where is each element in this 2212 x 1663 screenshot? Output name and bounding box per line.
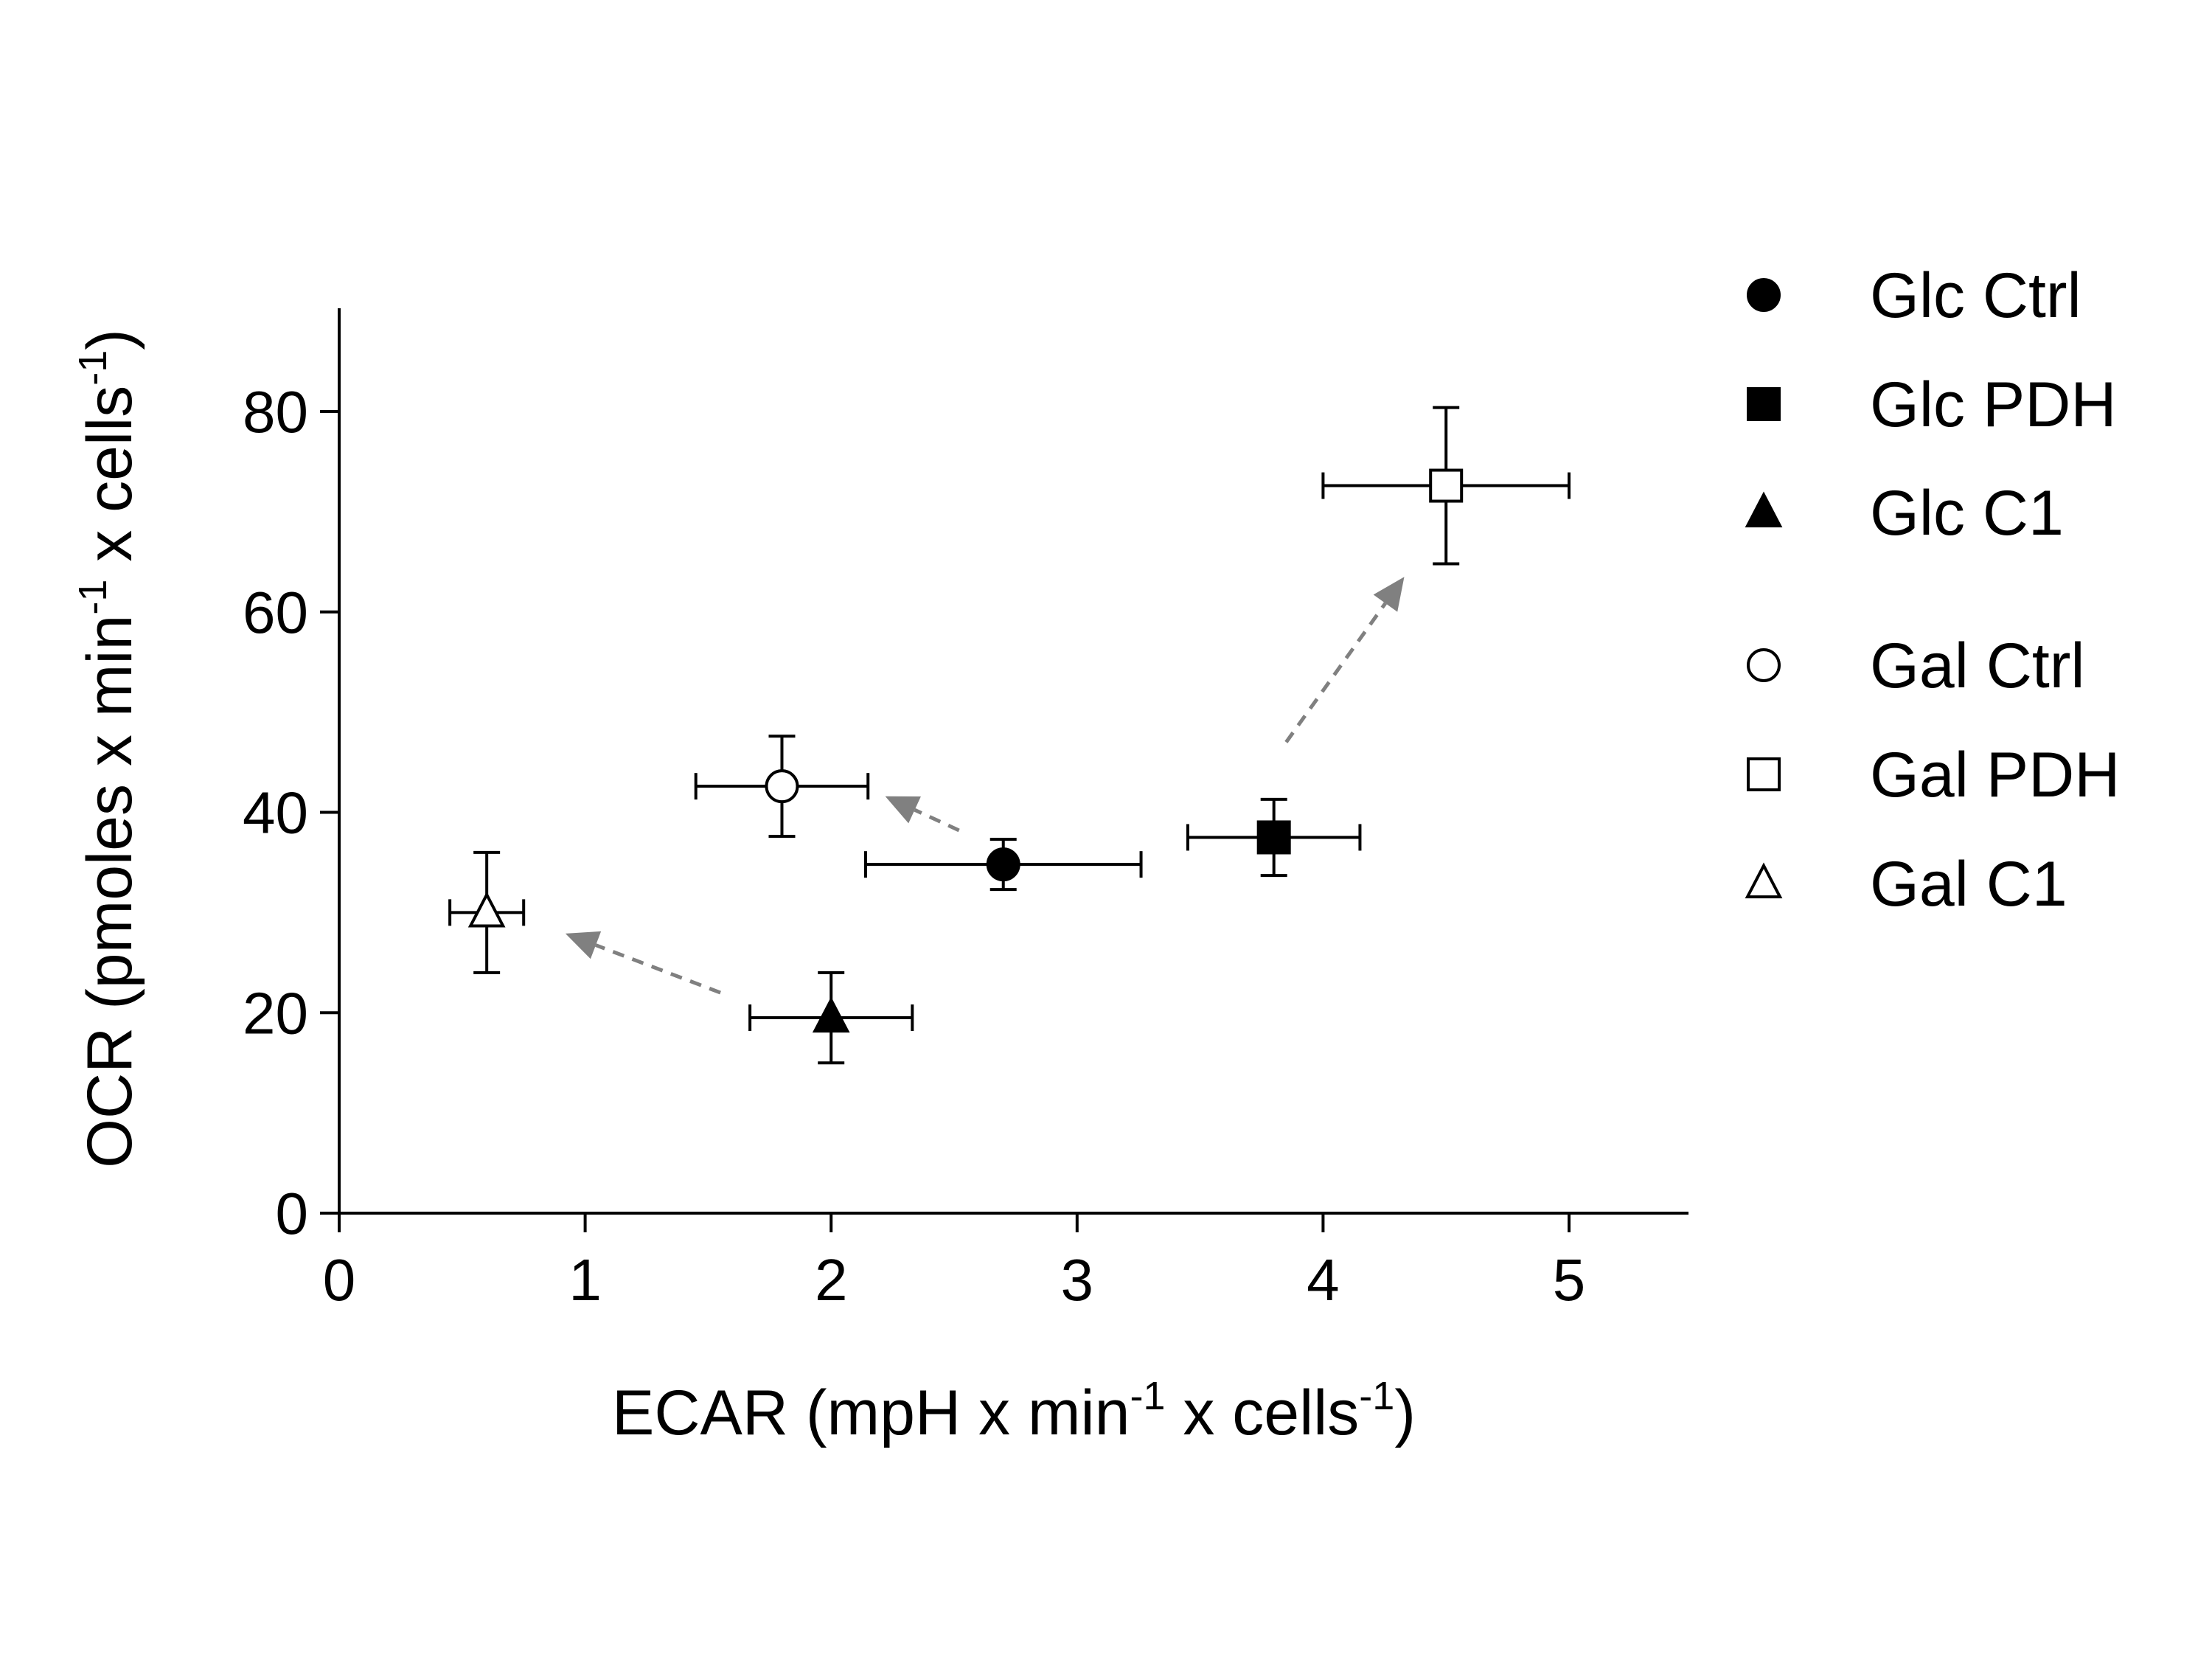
y-axis-label: OCR (pmoles x min-1 x cells-1) [71,329,145,1168]
y-axis-label-end: ) [74,329,145,350]
legend-marker [1747,757,1781,791]
data-point-gal-c1 [448,850,526,974]
trend-arrow-line [914,808,960,833]
trend-arrow-head [885,796,921,824]
data-points [448,406,1571,1065]
legend-marker [1745,862,1783,899]
legend: Glc Ctrl Glc PDH Glc C1 Gal Ctrl Gal PDH Gal … [1745,260,2120,920]
arrows [565,577,1405,995]
y-ticks: 0 20 40 60 80 [243,379,339,1246]
data-point-gal-pdh [1321,406,1571,566]
legend-label: Glc PDH [1870,369,2116,440]
data-point-glc-pdh [1186,797,1362,878]
trend-arrow-head [1373,577,1405,612]
y-axis-label-sup1: -1 [71,580,115,615]
trend-arrow-line [595,943,721,995]
legend-item: Gal Ctrl [1747,631,2084,701]
x-axis-label-mid: x cells [1165,1378,1359,1448]
legend-label: Glc C1 [1870,478,2064,549]
x-tick-label: 0 [323,1247,356,1313]
data-marker [1429,468,1464,503]
x-tick-label: 4 [1307,1247,1340,1313]
y-axis-label-base: OCR (pmoles x min [74,615,145,1168]
x-tick-label: 5 [1553,1247,1586,1313]
legend-marker [1745,491,1783,528]
data-point-glc-ctrl [863,838,1143,892]
legend-item: Glc PDH [1747,369,2116,440]
data-point-gal-ctrl [694,735,870,839]
trend-arrow-head [565,931,602,959]
data-marker [467,891,506,928]
trend-arrow-line [1284,602,1387,743]
data-marker [812,996,850,1033]
y-axis-label-sup2: -1 [71,350,115,386]
legend-label: Gal PDH [1870,740,2120,810]
legend-item: Gal PDH [1747,740,2120,810]
y-tick-label: 0 [276,1181,309,1246]
y-tick-label: 60 [243,580,308,645]
data-marker [1256,820,1291,855]
legend-item: Gal C1 [1745,849,2067,920]
x-tick-label: 2 [815,1247,848,1313]
legend-marker [1747,648,1781,682]
axes: 0 1 2 3 4 5 0 20 40 60 80 [243,308,1688,1313]
x-axis-label-sup2: -1 [1359,1374,1394,1418]
data-marker [986,847,1020,882]
legend-label: Gal Ctrl [1870,631,2084,701]
legend-item: Glc C1 [1745,478,2064,549]
legend-marker [1747,387,1781,421]
y-tick-label: 40 [243,780,308,846]
x-axis-label-sup1: -1 [1130,1374,1165,1418]
y-tick-label: 80 [243,379,308,445]
x-axis-label: ECAR (mpH x min-1 x cells-1) [612,1374,1416,1448]
x-ticks: 0 1 2 3 4 5 [323,1213,1586,1313]
x-tick-label: 3 [1061,1247,1094,1313]
legend-label: Gal C1 [1870,849,2067,920]
y-tick-label: 20 [243,980,308,1046]
x-tick-label: 1 [568,1247,602,1313]
y-axis-label-mid: x cells [74,386,145,580]
x-axis-label-end: ) [1394,1378,1416,1448]
legend-item: Glc Ctrl [1747,260,2081,331]
legend-marker [1747,278,1781,312]
legend-label: Glc Ctrl [1870,260,2081,331]
x-axis-label-base: ECAR (mpH x min [612,1378,1130,1448]
data-point-glc-c1 [748,971,914,1065]
data-marker [765,769,799,804]
